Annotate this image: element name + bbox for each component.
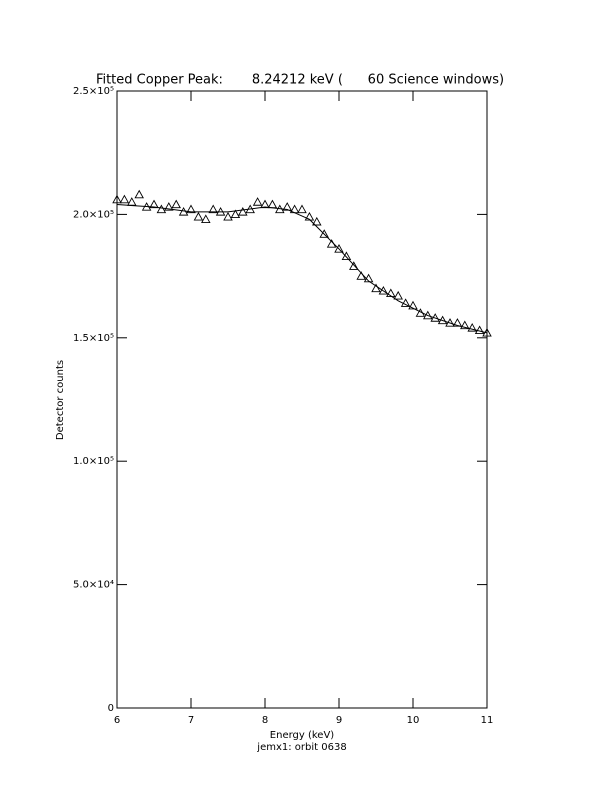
data-point (467, 323, 477, 332)
plot-frame (116, 90, 488, 709)
data-point (312, 216, 322, 226)
y-axis-label: Detector counts (55, 360, 66, 440)
data-point (460, 320, 470, 330)
data-point (371, 283, 381, 293)
x-tick-label: 7 (188, 715, 194, 726)
x-axis-label: Energy (keV) (270, 730, 335, 741)
data-point (452, 318, 463, 327)
y-tick-label: 1.5×10⁵ (73, 333, 114, 344)
data-point (378, 285, 389, 295)
data-point (134, 189, 144, 199)
data-point (201, 214, 211, 223)
data-point (119, 194, 130, 204)
data-point (112, 194, 122, 204)
y-tick-label: 2.5×10⁵ (73, 86, 114, 97)
x-tick-label: 8 (262, 715, 268, 726)
chart-title: Fitted Copper Peak: 8.24212 keV ( 60 Sci… (96, 73, 504, 88)
data-point (193, 211, 204, 221)
y-tick-label: 0 (108, 703, 114, 714)
data-point (252, 197, 263, 206)
data-point (334, 244, 344, 253)
subtitle: jemx1: orbit 0638 (256, 742, 346, 753)
data-point (400, 298, 411, 307)
y-tick-label: 1.0×10⁵ (73, 456, 114, 467)
data-point (282, 202, 292, 211)
x-tick-label: 11 (481, 715, 494, 726)
data-point (127, 197, 137, 206)
y-tick-label: 2.0×10⁵ (73, 209, 114, 220)
data-point (171, 199, 181, 209)
y-tick-label: 5.0×10⁴ (73, 580, 114, 591)
data-point (208, 204, 218, 214)
fit-line (116, 204, 488, 334)
data-point (230, 209, 241, 219)
data-point (186, 204, 196, 214)
data-point (156, 204, 167, 214)
data-point (304, 211, 315, 221)
data-point (260, 199, 270, 209)
data-point (341, 251, 352, 261)
data-point (164, 202, 174, 211)
data-point (223, 211, 233, 221)
data-point (349, 261, 359, 270)
data-point (423, 310, 433, 320)
data-point (149, 199, 159, 209)
x-tick-label: 6 (114, 715, 120, 726)
data-point (386, 288, 396, 298)
data-point (238, 207, 248, 216)
data-point (408, 300, 418, 310)
data-point (393, 290, 403, 300)
data-point (297, 204, 307, 214)
x-tick-label: 9 (336, 715, 342, 726)
data-point (267, 199, 278, 209)
data-point (319, 229, 329, 238)
x-tick-label: 10 (407, 715, 420, 726)
